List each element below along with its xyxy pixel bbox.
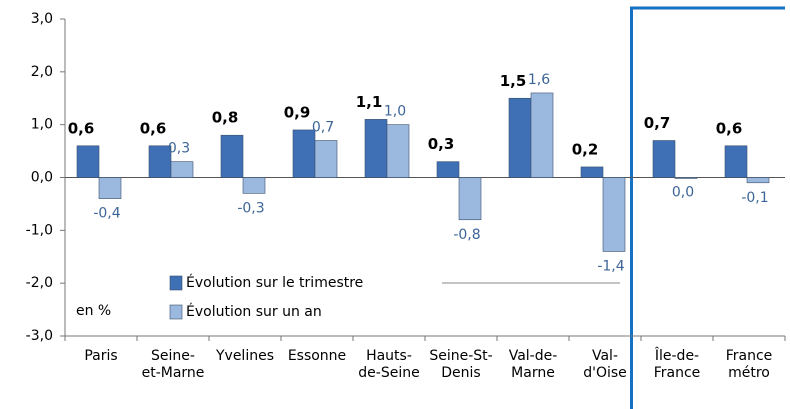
x-tick-label: Hauts-de-Seine	[358, 348, 419, 381]
y-tick-label: 2,0	[31, 64, 53, 80]
value-label: 1,6	[528, 72, 550, 88]
legend-swatch	[169, 304, 183, 320]
value-label: 0,0	[672, 185, 694, 201]
bar	[602, 177, 626, 252]
bar	[458, 177, 482, 221]
legend-box	[160, 266, 442, 330]
value-label: 0,8	[212, 109, 239, 127]
highlight-frame	[630, 6, 785, 409]
bar	[436, 161, 460, 178]
bar	[652, 140, 676, 178]
y-tick-label: 0,0	[31, 170, 53, 186]
value-label: 0,7	[644, 114, 671, 132]
legend-swatch	[169, 275, 183, 291]
bar	[314, 140, 338, 178]
bar	[76, 145, 100, 178]
value-label: 0,9	[284, 103, 311, 121]
bar	[98, 177, 122, 199]
value-label: 0,3	[428, 135, 455, 153]
x-tick-label: Val-de-Marne	[509, 348, 558, 381]
value-label: 0,6	[140, 119, 167, 137]
value-label: 0,3	[168, 141, 190, 157]
x-tick-label: Seine-et-Marne	[142, 348, 205, 381]
annotation: en %	[76, 303, 111, 319]
bar	[746, 177, 770, 184]
value-label: -0,1	[741, 190, 768, 206]
x-tick-label: Yvelines	[215, 348, 274, 364]
legend-label: Évolution sur un an	[186, 303, 322, 320]
legend-label: Évolution sur le trimestre	[186, 274, 363, 291]
bar	[170, 161, 194, 178]
x-tick-label: Paris	[84, 348, 117, 364]
y-tick-label: -2,0	[26, 275, 53, 291]
bar	[724, 145, 748, 178]
value-label: 1,0	[384, 104, 406, 120]
bar	[580, 166, 604, 178]
y-tick-label: 1,0	[31, 117, 53, 133]
x-tick-label: Val-d'Oise	[583, 348, 627, 381]
bar	[530, 92, 554, 178]
bar	[364, 119, 388, 178]
y-tick-label: -3,0	[26, 328, 53, 344]
x-tick-label: Seine-St-Denis	[429, 348, 492, 381]
value-label: 1,1	[356, 93, 383, 111]
y-tick-label: 3,0	[31, 11, 53, 27]
y-tick-label: -1,0	[26, 222, 53, 238]
value-label: 0,2	[572, 140, 599, 158]
bar	[386, 124, 410, 178]
value-label: -1,4	[597, 258, 624, 274]
value-label: -0,3	[237, 200, 264, 216]
bar	[674, 177, 698, 179]
x-tick-label: France métro	[726, 348, 773, 381]
value-label: -0,4	[93, 206, 120, 222]
x-tick-label: Île-de-France	[654, 346, 701, 381]
value-label: 0,6	[716, 119, 743, 137]
value-label: -0,8	[453, 227, 480, 243]
bar	[292, 129, 316, 178]
bar	[242, 177, 266, 194]
value-label: 1,5	[500, 72, 527, 90]
x-tick-label: Essonne	[288, 348, 346, 364]
value-label: 0,6	[68, 119, 95, 137]
bar	[220, 134, 244, 178]
value-label: 0,7	[312, 120, 334, 136]
bar	[508, 97, 532, 178]
